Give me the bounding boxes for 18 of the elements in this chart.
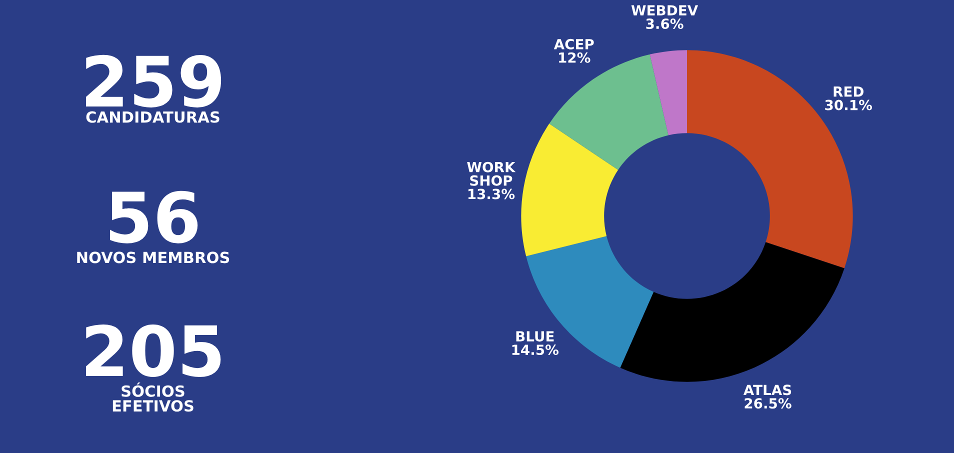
text: SÓCIOS EFETIVOS [112,382,194,412]
data-label: 26.5% [744,398,792,409]
slice-label: RED [834,86,864,97]
data-label: 30.1% [825,100,872,110]
slice-label: WORK SHOP [467,162,516,186]
slice-label: ACEP [554,38,594,50]
text: CANDIDATURAS [86,111,220,123]
slice-label: ATLAS [743,384,792,396]
text: 56 [110,190,198,244]
data-label: 14.5% [512,344,559,356]
slice-label: BLUE [516,331,554,342]
text: 259 [86,54,222,108]
text: 205 [86,324,221,377]
slice-label: WEBDEV [631,5,698,16]
data-label: 12% [559,52,590,63]
data-label: 3.6% [646,18,684,30]
data-label: 13.3% [468,188,515,200]
text: NOVOS MEMBROS [77,252,230,264]
